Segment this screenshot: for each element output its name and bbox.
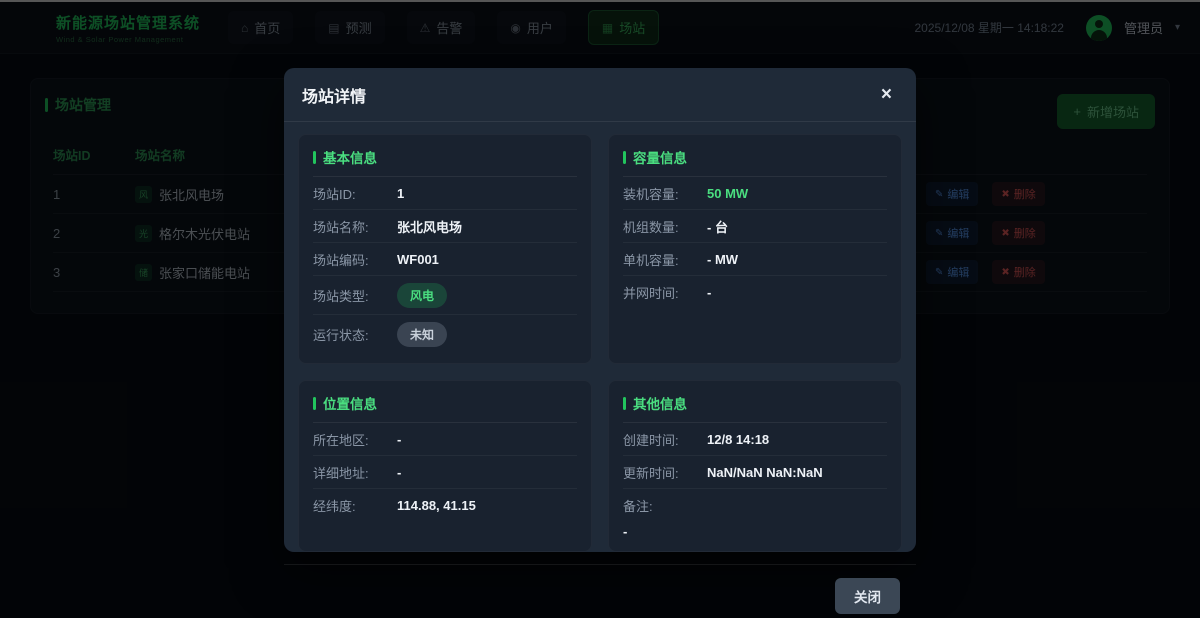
section-title-capacity: 容量信息 xyxy=(623,147,887,177)
field-label: 创建时间: xyxy=(623,432,679,448)
info-row-address: 详细地址: - xyxy=(313,456,577,489)
station-detail-modal: 场站详情 × 基本信息 场站ID: 1 场站名称: 张北风电场 场站编码: WF… xyxy=(284,68,916,614)
field-value: NaN/NaN NaN:NaN xyxy=(707,464,823,480)
info-row-station-type: 场站类型: 风电 xyxy=(313,276,577,315)
info-row-updated-time: 更新时间: NaN/NaN NaN:NaN xyxy=(623,456,887,489)
info-row-unit-count: 机组数量: - 台 xyxy=(623,210,887,243)
field-value: 12/8 14:18 xyxy=(707,431,770,447)
basic-info-card: 基本信息 场站ID: 1 场站名称: 张北风电场 场站编码: WF001 场站类… xyxy=(298,134,592,364)
info-row-station-id: 场站ID: 1 xyxy=(313,177,577,210)
field-value: 114.88, 41.15 xyxy=(397,497,476,513)
field-label: 场站编码: xyxy=(313,252,369,268)
run-status-badge: 未知 xyxy=(397,321,448,347)
capacity-info-card: 容量信息 装机容量: 50 MW 机组数量: - 台 单机容量: - MW 并网… xyxy=(608,134,902,364)
info-row-run-status: 运行状态: 未知 xyxy=(313,315,577,353)
field-value: 1 xyxy=(397,185,405,201)
info-row-installed-capacity: 装机容量: 50 MW xyxy=(623,177,887,210)
station-type-badge: 风电 xyxy=(397,282,448,308)
section-title-location: 位置信息 xyxy=(313,393,577,423)
field-label: 备注: xyxy=(623,498,653,514)
close-icon[interactable]: × xyxy=(880,84,892,105)
info-row-station-name: 场站名称: 张北风电场 xyxy=(313,210,577,243)
field-value: 张北风电场 xyxy=(397,219,463,235)
field-label: 所在地区: xyxy=(313,432,369,448)
modal-footer: 关闭 xyxy=(284,563,916,618)
info-row-grid-date: 并网时间: - xyxy=(623,276,887,308)
close-button[interactable]: 关闭 xyxy=(835,578,900,614)
field-label: 运行状态: xyxy=(313,327,369,343)
info-row-unit-capacity: 单机容量: - MW xyxy=(623,243,887,276)
field-label: 场站名称: xyxy=(313,219,369,235)
field-value: - xyxy=(397,464,402,480)
modal-header: 场站详情 × xyxy=(284,68,916,122)
field-value: - xyxy=(623,523,628,539)
info-row-station-code: 场站编码: WF001 xyxy=(313,243,577,276)
section-title-other: 其他信息 xyxy=(623,393,887,423)
field-label: 机组数量: xyxy=(623,219,679,235)
field-label: 经纬度: xyxy=(313,498,356,514)
info-row-remarks: 备注: - xyxy=(623,489,887,541)
section-title-basic: 基本信息 xyxy=(313,147,577,177)
field-label: 场站ID: xyxy=(313,186,356,202)
location-info-card: 位置信息 所在地区: - 详细地址: - 经纬度: 114.88, 41.15 xyxy=(298,380,592,552)
field-label: 装机容量: xyxy=(623,186,679,202)
field-label: 并网时间: xyxy=(623,285,679,301)
modal-body: 基本信息 场站ID: 1 场站名称: 张北风电场 场站编码: WF001 场站类… xyxy=(284,122,916,564)
field-value-capacity: 50 MW xyxy=(707,185,749,201)
info-row-region: 所在地区: - xyxy=(313,423,577,456)
other-info-card: 其他信息 创建时间: 12/8 14:18 更新时间: NaN/NaN NaN:… xyxy=(608,380,902,552)
modal-title: 场站详情 xyxy=(302,88,367,106)
field-label: 单机容量: xyxy=(623,252,679,268)
field-value: - xyxy=(397,431,402,447)
field-label: 更新时间: xyxy=(623,465,679,481)
field-value: - 台 xyxy=(707,219,728,235)
field-value: - xyxy=(707,284,712,300)
info-row-created-time: 创建时间: 12/8 14:18 xyxy=(623,423,887,456)
field-value: WF001 xyxy=(397,251,439,267)
info-row-coordinates: 经纬度: 114.88, 41.15 xyxy=(313,489,577,521)
field-value: - MW xyxy=(707,251,739,267)
field-label: 场站类型: xyxy=(313,288,369,304)
field-label: 详细地址: xyxy=(313,465,369,481)
